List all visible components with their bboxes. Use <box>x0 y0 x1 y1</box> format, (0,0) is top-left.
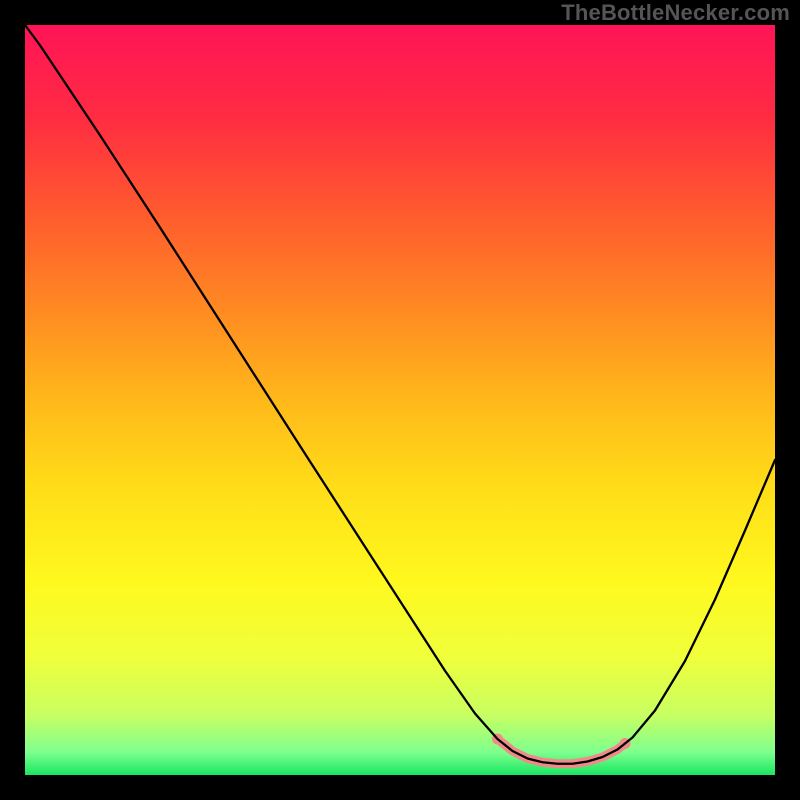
bottleneck-chart <box>0 0 800 800</box>
chart-stage: TheBottleNecker.com <box>0 0 800 800</box>
plot-background <box>25 25 775 775</box>
